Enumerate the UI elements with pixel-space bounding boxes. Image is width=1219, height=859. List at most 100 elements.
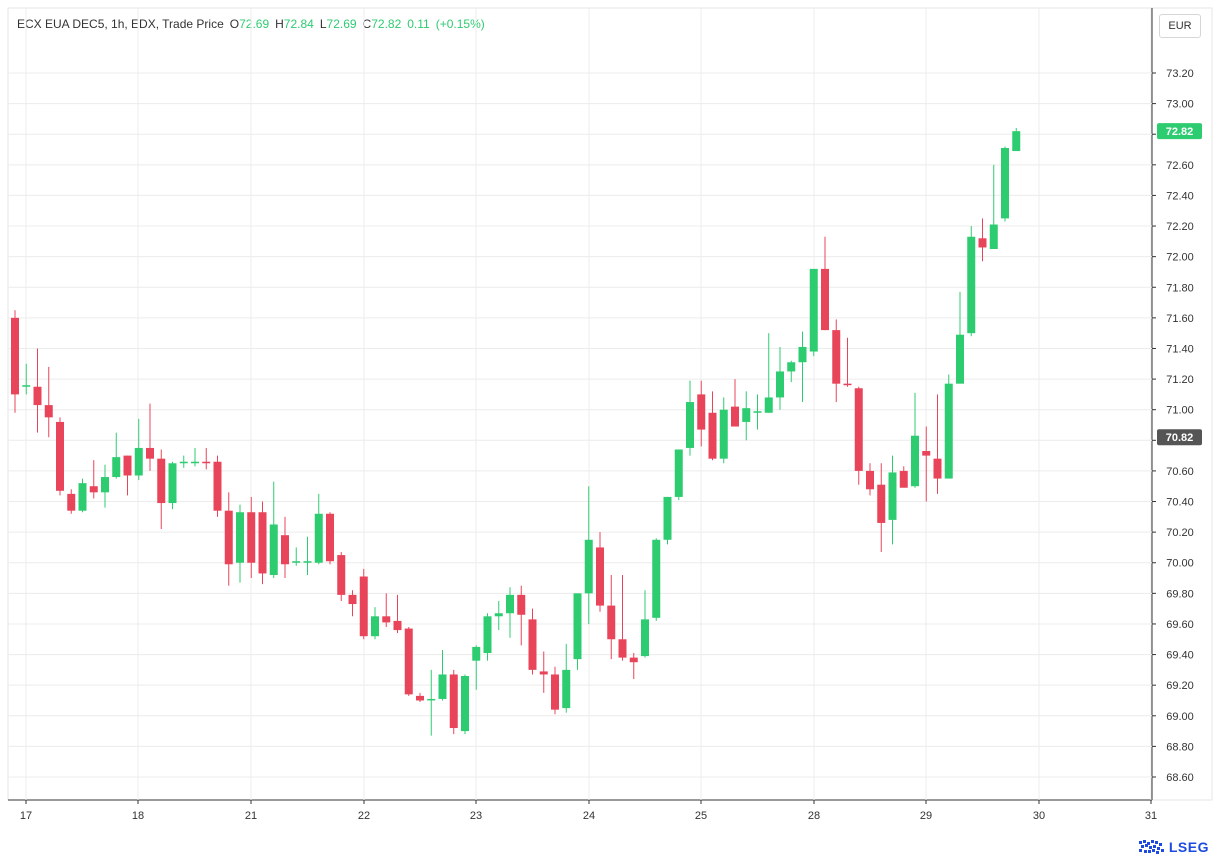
candle-body — [416, 695, 424, 701]
lseg-logo: LSEG — [1138, 839, 1209, 855]
legend-low-label: L — [319, 17, 327, 31]
candle-body — [899, 470, 908, 488]
candle-body — [348, 594, 357, 605]
candle — [866, 463, 874, 496]
legend-low-value: 72.69 — [326, 17, 357, 31]
candle — [674, 449, 683, 500]
candle-body — [922, 451, 931, 456]
candle — [292, 547, 301, 566]
candle-body — [89, 486, 98, 493]
x-tick-label: 22 — [358, 810, 370, 822]
candle-body — [112, 457, 121, 478]
candle-body — [809, 268, 818, 352]
last-price-tag-box — [1157, 123, 1202, 140]
candle-body — [337, 555, 346, 595]
candle — [44, 366, 53, 438]
x-tick-label: 31 — [1145, 810, 1157, 822]
candle — [146, 403, 154, 471]
candle — [742, 391, 751, 441]
candle — [179, 455, 188, 468]
x-tick-label: 29 — [920, 810, 932, 822]
candle — [652, 538, 661, 621]
candle — [472, 645, 481, 690]
candle-body — [258, 512, 267, 574]
candle — [191, 447, 199, 467]
candle-body — [359, 576, 368, 637]
y-tick-label: 69.80 — [1166, 588, 1194, 600]
y-tick-label: 69.20 — [1166, 680, 1194, 692]
plot-frame — [7, 7, 1213, 801]
candle — [584, 486, 593, 624]
candle-body — [213, 461, 222, 511]
legend-close-label: C — [362, 17, 372, 31]
y-tick-label: 72.40 — [1166, 190, 1194, 202]
candle — [202, 447, 211, 470]
candle-body — [956, 334, 964, 384]
candle — [517, 585, 526, 646]
candle — [371, 607, 379, 640]
candle-body — [292, 561, 301, 563]
candle-body — [1001, 147, 1009, 219]
candle-body — [281, 535, 289, 565]
candle — [393, 594, 402, 634]
candle — [1012, 128, 1021, 152]
candle-body — [686, 402, 694, 448]
candle-body — [179, 461, 188, 464]
candle-body — [674, 449, 683, 497]
candle — [551, 666, 559, 715]
candle — [832, 319, 841, 403]
last-price-tag: 72.82 — [1157, 123, 1202, 140]
candle — [877, 463, 886, 553]
candle — [326, 512, 334, 565]
y-tick-label: 73.20 — [1166, 68, 1194, 80]
candle — [89, 460, 98, 499]
candle-body — [326, 513, 334, 562]
candle-body — [494, 613, 503, 617]
candle — [731, 379, 739, 427]
candle-body — [584, 539, 593, 594]
candle — [764, 333, 773, 413]
candle — [843, 337, 852, 387]
candle — [449, 669, 458, 735]
candle — [776, 346, 784, 410]
candle-body — [989, 224, 998, 249]
chart-legend: ECX EUA DEC5, 1h, EDX, Trade Price O 72.… — [17, 17, 485, 31]
candle — [944, 374, 953, 479]
candle-body — [134, 447, 143, 476]
y-tick-label: 73.00 — [1166, 99, 1194, 111]
candle — [78, 478, 87, 513]
candle-body — [528, 619, 537, 670]
candle — [224, 492, 233, 586]
candle-body — [539, 671, 548, 675]
candle — [168, 461, 177, 510]
x-tick-label: 21 — [245, 810, 257, 822]
candle — [629, 653, 638, 680]
candle-body — [708, 412, 717, 459]
candle-body — [191, 461, 199, 464]
candle-body — [753, 411, 762, 413]
candle — [22, 363, 31, 395]
candle-body — [438, 674, 447, 699]
y-tick-label: 70.60 — [1166, 466, 1194, 478]
candle — [641, 590, 649, 658]
y-tick-label: 69.00 — [1166, 711, 1194, 723]
candle-body — [269, 524, 278, 575]
candle — [258, 501, 267, 585]
candle-body — [776, 371, 784, 398]
candle — [967, 226, 976, 337]
candle-body — [224, 510, 233, 565]
currency-button[interactable]: EUR — [1159, 14, 1201, 38]
candle — [573, 593, 582, 670]
candle — [528, 608, 537, 675]
candle-body — [78, 483, 87, 511]
x-tick-label: 25 — [695, 810, 707, 822]
candle-body — [798, 346, 807, 363]
x-tick-label: 28 — [808, 810, 820, 822]
y-tick-label: 71.00 — [1166, 405, 1194, 417]
candle-body — [506, 594, 514, 614]
logo-text: LSEG — [1168, 839, 1209, 855]
legend-close-value: 72.82 — [371, 17, 402, 31]
candle — [11, 310, 19, 413]
legend-open-value: 72.69 — [239, 17, 270, 31]
